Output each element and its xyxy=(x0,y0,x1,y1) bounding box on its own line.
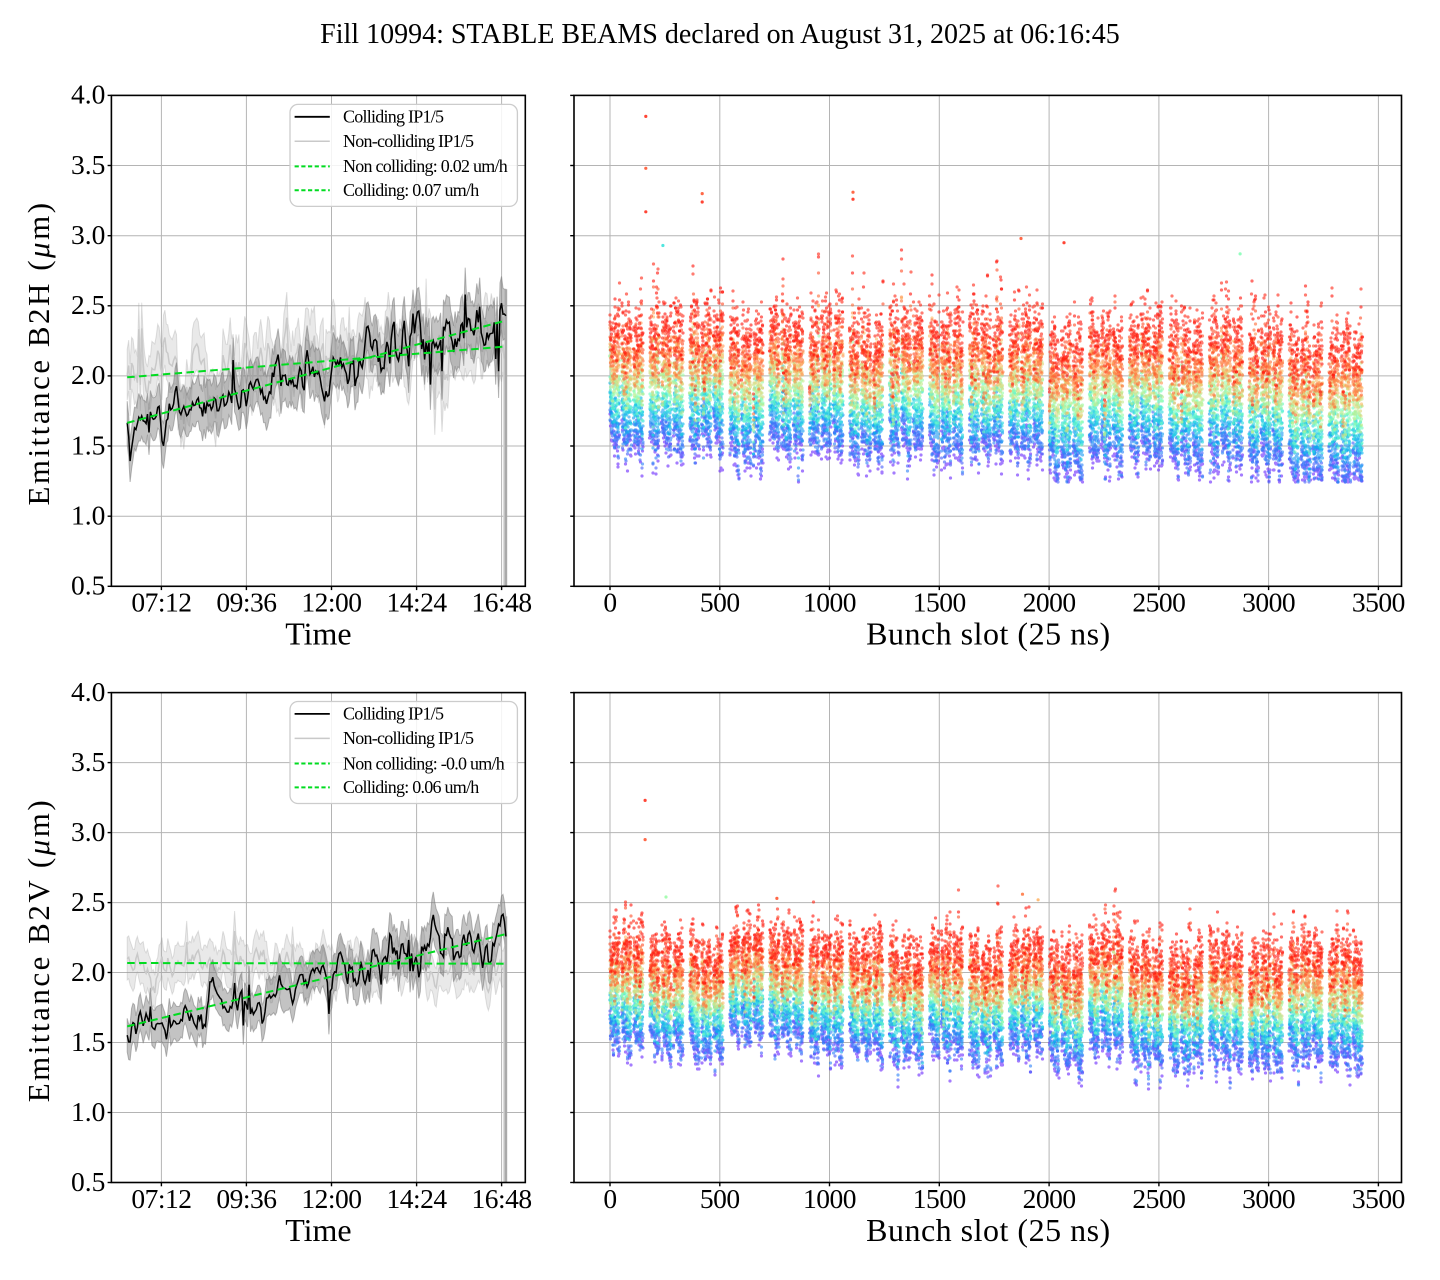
svg-text:2.5: 2.5 xyxy=(71,886,105,917)
svg-text:1.5: 1.5 xyxy=(71,429,105,460)
svg-text:12:00: 12:00 xyxy=(301,587,361,618)
svg-text:Colliding IP1/5: Colliding IP1/5 xyxy=(343,704,444,724)
svg-text:0: 0 xyxy=(603,587,616,618)
svg-text:2.0: 2.0 xyxy=(71,956,105,987)
svg-text:2.0: 2.0 xyxy=(71,359,105,390)
svg-text:1.5: 1.5 xyxy=(71,1026,105,1057)
svg-text:1000: 1000 xyxy=(803,1183,856,1214)
svg-text:2000: 2000 xyxy=(1023,1183,1076,1214)
svg-text:Bunch slot (25 ns): Bunch slot (25 ns) xyxy=(866,616,1111,652)
svg-text:Time: Time xyxy=(285,616,351,652)
svg-text:1.0: 1.0 xyxy=(71,500,105,531)
svg-text:3.5: 3.5 xyxy=(71,149,105,180)
svg-text:4.0: 4.0 xyxy=(71,79,105,110)
svg-text:Emittance B2V (μm): Emittance B2V (μm) xyxy=(21,798,56,1103)
svg-text:1000: 1000 xyxy=(803,587,856,618)
svg-text:1500: 1500 xyxy=(913,1183,966,1214)
svg-text:07:12: 07:12 xyxy=(131,1183,191,1214)
svg-text:500: 500 xyxy=(700,1183,740,1214)
svg-text:3000: 3000 xyxy=(1242,587,1295,618)
svg-text:Non colliding: -0.0 um/h: Non colliding: -0.0 um/h xyxy=(343,753,505,773)
svg-text:0.5: 0.5 xyxy=(71,570,105,601)
svg-text:Colliding: 0.06 um/h: Colliding: 0.06 um/h xyxy=(343,777,479,797)
svg-text:0: 0 xyxy=(603,1183,616,1214)
svg-text:2.5: 2.5 xyxy=(71,289,105,320)
svg-text:3000: 3000 xyxy=(1242,1183,1295,1214)
svg-text:Colliding IP1/5: Colliding IP1/5 xyxy=(343,107,444,127)
svg-text:0.5: 0.5 xyxy=(71,1166,105,1197)
svg-text:Colliding: 0.07 um/h: Colliding: 0.07 um/h xyxy=(343,180,479,200)
svg-text:16:48: 16:48 xyxy=(472,1183,532,1214)
svg-text:1.0: 1.0 xyxy=(71,1096,105,1127)
svg-text:2500: 2500 xyxy=(1132,1183,1185,1214)
svg-text:Time: Time xyxy=(285,1212,351,1248)
svg-text:3.0: 3.0 xyxy=(71,816,105,847)
svg-text:3500: 3500 xyxy=(1352,1183,1405,1214)
svg-text:3.0: 3.0 xyxy=(71,219,105,250)
svg-text:07:12: 07:12 xyxy=(131,587,191,618)
svg-text:Non-colliding IP1/5: Non-colliding IP1/5 xyxy=(343,131,474,151)
svg-text:Fill 10994: STABLE BEAMS decla: Fill 10994: STABLE BEAMS declared on Aug… xyxy=(320,19,1120,50)
svg-text:Non colliding: 0.02 um/h: Non colliding: 0.02 um/h xyxy=(343,156,508,176)
svg-text:Bunch slot (25 ns): Bunch slot (25 ns) xyxy=(866,1212,1111,1248)
svg-text:1500: 1500 xyxy=(913,587,966,618)
svg-text:16:48: 16:48 xyxy=(472,587,532,618)
svg-text:12:00: 12:00 xyxy=(301,1183,361,1214)
svg-text:3500: 3500 xyxy=(1352,587,1405,618)
svg-text:09:36: 09:36 xyxy=(216,587,276,618)
svg-text:09:36: 09:36 xyxy=(216,1183,276,1214)
svg-text:4.0: 4.0 xyxy=(71,676,105,707)
svg-text:Non-colliding IP1/5: Non-colliding IP1/5 xyxy=(343,728,474,748)
svg-text:2500: 2500 xyxy=(1132,587,1185,618)
svg-text:500: 500 xyxy=(700,587,740,618)
svg-text:3.5: 3.5 xyxy=(71,746,105,777)
svg-text:14:24: 14:24 xyxy=(387,1183,448,1214)
svg-text:14:24: 14:24 xyxy=(387,587,448,618)
svg-text:2000: 2000 xyxy=(1023,587,1076,618)
svg-text:Emittance B2H (μm): Emittance B2H (μm) xyxy=(21,200,56,505)
